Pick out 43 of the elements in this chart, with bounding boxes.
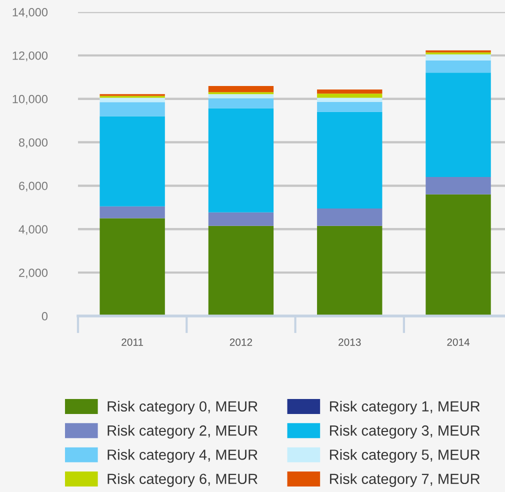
legend-label: Risk category 4, MEUR — [108, 449, 258, 463]
y-tick-label: 6,000 — [19, 182, 48, 192]
legend-label: Risk category 2, MEUR — [108, 425, 258, 439]
bar — [208, 108, 274, 212]
bar — [208, 86, 274, 92]
bar — [317, 226, 382, 316]
bar — [317, 102, 382, 112]
bar — [317, 90, 382, 94]
bar — [100, 206, 165, 218]
bar — [100, 98, 165, 102]
y-tick-label: 4,000 — [18, 225, 48, 235]
legend-label: Risk category 7, MEUR — [330, 473, 480, 487]
bar — [317, 112, 382, 209]
legend-label: Risk category 0, MEUR — [108, 400, 258, 414]
bar — [426, 194, 491, 316]
y-tick-label: 8,000 — [18, 138, 48, 148]
legend-label: Risk category 5, MEUR — [330, 449, 480, 463]
bar — [208, 212, 274, 226]
x-tick-label: 2012 — [230, 338, 252, 346]
legend-label: Risk category 3, MEUR — [330, 425, 480, 439]
bar — [426, 54, 491, 60]
bar — [208, 94, 274, 98]
bar — [426, 177, 491, 194]
bar — [208, 98, 274, 108]
bar — [317, 94, 382, 98]
bar — [208, 226, 274, 316]
bar — [100, 116, 165, 206]
bar — [317, 98, 382, 102]
y-tick-label: 10,000 — [12, 94, 48, 105]
legend-label: Risk category 1, MEUR — [330, 400, 480, 414]
y-tick-label: 12,000 — [12, 51, 48, 62]
bar — [317, 208, 382, 226]
y-tick-label: 14,000 — [12, 8, 48, 18]
y-tick-label: 0 — [42, 312, 48, 320]
bar — [100, 102, 165, 116]
x-tick-label: 2013 — [338, 338, 361, 346]
bar — [426, 72, 491, 178]
x-tick-label: 2011 — [122, 338, 144, 346]
bar — [100, 218, 165, 316]
legend-label: Risk category 6, MEUR — [108, 473, 258, 487]
y-tick-label: 2,000 — [19, 268, 48, 278]
x-tick-label: 2014 — [447, 338, 470, 346]
bar — [426, 60, 491, 73]
